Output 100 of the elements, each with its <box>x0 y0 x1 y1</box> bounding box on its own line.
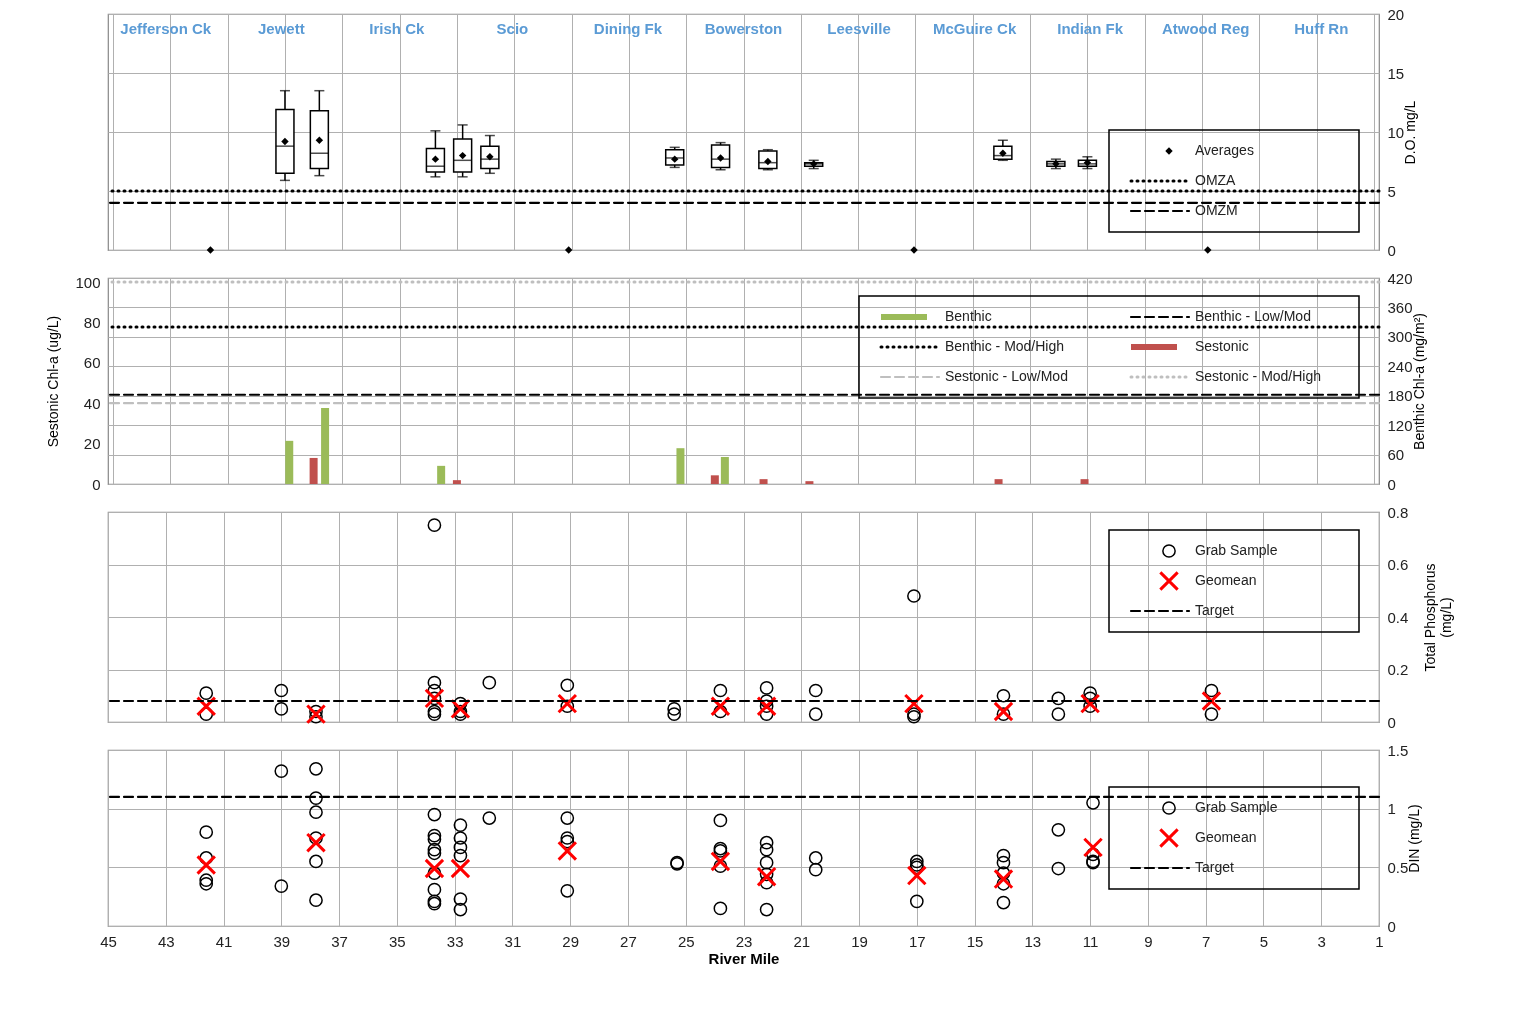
y-tick-label: 1 <box>1387 800 1396 818</box>
point <box>450 698 471 720</box>
y2-tick-label: 420 <box>1387 269 1413 287</box>
bar <box>676 448 685 484</box>
point <box>305 703 327 725</box>
x-tick-label: 29 <box>562 932 580 950</box>
y-tick-label: 20 <box>83 435 101 453</box>
point <box>427 518 442 532</box>
point <box>808 683 823 698</box>
x-tick-label: 3 <box>1317 932 1326 950</box>
point <box>1204 707 1219 721</box>
point <box>993 868 1014 890</box>
point <box>996 688 1011 703</box>
point <box>756 866 777 887</box>
y2-tick-label: 360 <box>1387 298 1413 316</box>
legend-label: Benthic <box>945 308 992 324</box>
point <box>427 675 442 690</box>
annotation: Dining Fk <box>593 20 663 37</box>
point <box>274 702 289 716</box>
x-tick-label: 27 <box>620 932 637 950</box>
y2-tick-label: 180 <box>1387 387 1413 405</box>
x-tick-label: 11 <box>1082 932 1099 950</box>
x-tick-label: 13 <box>1024 932 1042 950</box>
point <box>713 704 728 719</box>
point <box>482 675 497 690</box>
y-tick-label: 5 <box>1387 182 1396 200</box>
x-tick-label: 23 <box>735 932 753 950</box>
point <box>993 701 1014 722</box>
point <box>315 136 324 144</box>
annotation: Jefferson Ck <box>120 20 212 37</box>
bar <box>437 465 446 484</box>
annotation: Leesville <box>827 20 891 37</box>
bar <box>321 407 330 484</box>
x-tick-label: 41 <box>215 932 233 950</box>
point <box>759 681 774 695</box>
legend-label: Geomean <box>1195 572 1257 588</box>
point <box>667 702 682 716</box>
y2-tick-label: 300 <box>1387 328 1413 346</box>
x-tick-label: 43 <box>157 932 175 950</box>
y-tick-label: 10 <box>1387 123 1405 141</box>
x-tick-label: 39 <box>273 932 291 950</box>
y-tick-label: 0 <box>1387 241 1396 259</box>
y-tick-label: 40 <box>83 394 101 412</box>
point <box>1051 691 1066 706</box>
x-tick-label: 33 <box>446 932 464 950</box>
y-tick-label: 0 <box>1387 917 1396 935</box>
y-tick-label: 0.4 <box>1387 608 1409 626</box>
point <box>713 683 728 698</box>
point <box>557 840 578 862</box>
x-tick-label: 45 <box>100 932 117 950</box>
point <box>710 851 731 872</box>
annotation: McGuire Ck <box>932 20 1017 37</box>
annotation: Atwood Reg <box>1161 20 1250 37</box>
point <box>274 683 289 698</box>
point <box>1082 837 1104 858</box>
point <box>808 707 823 721</box>
point <box>424 858 445 879</box>
y-tick-label: 0 <box>92 475 101 493</box>
point <box>759 694 774 708</box>
y-tick-label: 0.5 <box>1387 858 1409 876</box>
point <box>1083 686 1098 700</box>
legend-label: Sestonic <box>1195 338 1249 354</box>
point <box>1079 693 1101 714</box>
y-tick-label: 80 <box>83 313 101 331</box>
y-tick-label: 1.5 <box>1387 741 1409 759</box>
legend-label: Target <box>1195 859 1235 875</box>
y-tick-label: 0.6 <box>1387 556 1409 573</box>
point <box>309 709 323 724</box>
ref-line-label: OMZM <box>1195 202 1238 218</box>
point <box>906 865 927 886</box>
x-tick-label: 7 <box>1202 932 1211 950</box>
point <box>1083 699 1098 714</box>
point <box>907 589 921 603</box>
point <box>560 678 575 693</box>
point <box>564 246 573 254</box>
bar <box>720 457 729 484</box>
x-tick-label: 19 <box>851 932 868 950</box>
point <box>996 707 1011 721</box>
point <box>199 686 214 700</box>
x-tick-label: 21 <box>793 932 811 950</box>
legend-label: Grab Sample <box>1195 542 1278 558</box>
y-axis-title: Total Phosphorus (mg/L) <box>1422 563 1455 672</box>
annotation: Jewett <box>257 20 305 37</box>
point <box>309 704 323 719</box>
legend-label: Grab Sample <box>1195 799 1278 815</box>
legend-label: Benthic - Mod/High <box>945 338 1065 354</box>
legend-label: Sestonic - Low/Mod <box>945 368 1068 384</box>
y-tick-label: 15 <box>1387 64 1405 82</box>
x-tick-label: 9 <box>1144 932 1153 950</box>
x-tick-label: 25 <box>677 932 695 950</box>
point <box>206 246 215 254</box>
annotation: Indian Fk <box>1057 20 1124 37</box>
point <box>557 693 578 714</box>
x-tick-label: 5 <box>1259 932 1269 950</box>
y-tick-label: 0.8 <box>1387 503 1409 521</box>
point <box>667 707 682 721</box>
x-tick-label: 37 <box>331 932 348 950</box>
y2-tick-label: 120 <box>1387 416 1413 434</box>
y-tick-label: 60 <box>83 354 101 372</box>
point <box>1051 707 1066 721</box>
